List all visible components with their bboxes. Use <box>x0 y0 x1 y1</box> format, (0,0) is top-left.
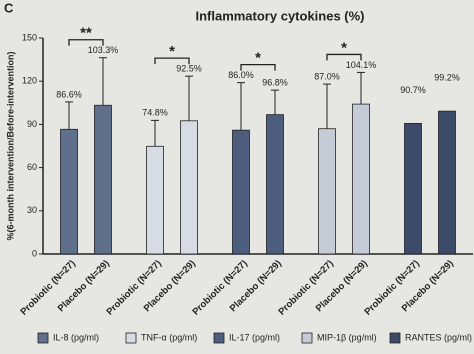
significance-bracket <box>154 57 190 65</box>
value-label: 99.2% <box>434 73 460 83</box>
bar <box>318 128 336 255</box>
y-tick-label: 60 <box>27 162 37 172</box>
significance-mark: * <box>255 50 261 67</box>
value-label: 87.0% <box>314 71 340 81</box>
significance-mark: * <box>341 39 347 56</box>
significance-mark: * <box>169 43 175 60</box>
panel-letter: C <box>4 0 14 15</box>
legend-swatch <box>125 332 137 344</box>
legend-label: MIP-1β (pg/ml) <box>317 332 377 342</box>
bar <box>146 145 164 255</box>
value-label: 90.7% <box>400 85 426 95</box>
value-label: 86.0% <box>228 70 254 80</box>
legend-swatch <box>37 332 49 344</box>
bar <box>352 103 370 255</box>
bar <box>232 129 250 255</box>
legend-swatch <box>389 332 401 344</box>
bar <box>438 110 456 255</box>
significance-bracket <box>326 53 362 61</box>
value-label: 92.5% <box>176 64 202 74</box>
y-tick-label: 30 <box>27 205 37 215</box>
significance-bracket <box>68 39 104 46</box>
bar <box>404 122 422 255</box>
y-tick-label: 120 <box>22 76 37 86</box>
bar <box>60 128 78 255</box>
legend-swatch <box>213 332 225 344</box>
y-tick-label: 90 <box>27 119 37 129</box>
bar <box>266 114 284 255</box>
y-tick-label: 0 <box>32 248 37 258</box>
legend-label: TNF-α (pg/ml) <box>141 332 197 342</box>
value-label: 74.8% <box>142 108 168 118</box>
legend-swatch <box>301 332 313 344</box>
value-label: 104.1% <box>346 60 377 70</box>
value-label: 96.8% <box>262 78 288 88</box>
significance-mark: ** <box>80 25 92 42</box>
value-label: 103.3% <box>88 45 119 55</box>
chart-title: Inflammatory cytokines (%) <box>195 8 364 23</box>
value-label: 86.6% <box>56 89 82 99</box>
significance-bracket <box>240 63 276 71</box>
bar <box>180 120 198 255</box>
y-tick-label: 150 <box>22 32 37 42</box>
y-axis-label: %(6-month intervention/Before-interventi… <box>5 51 15 240</box>
legend-label: RANTES (pg/ml) <box>405 332 472 342</box>
legend-label: IL-8 (pg/ml) <box>53 332 99 342</box>
legend-label: IL-17 (pg/ml) <box>229 332 280 342</box>
bar <box>94 104 112 255</box>
